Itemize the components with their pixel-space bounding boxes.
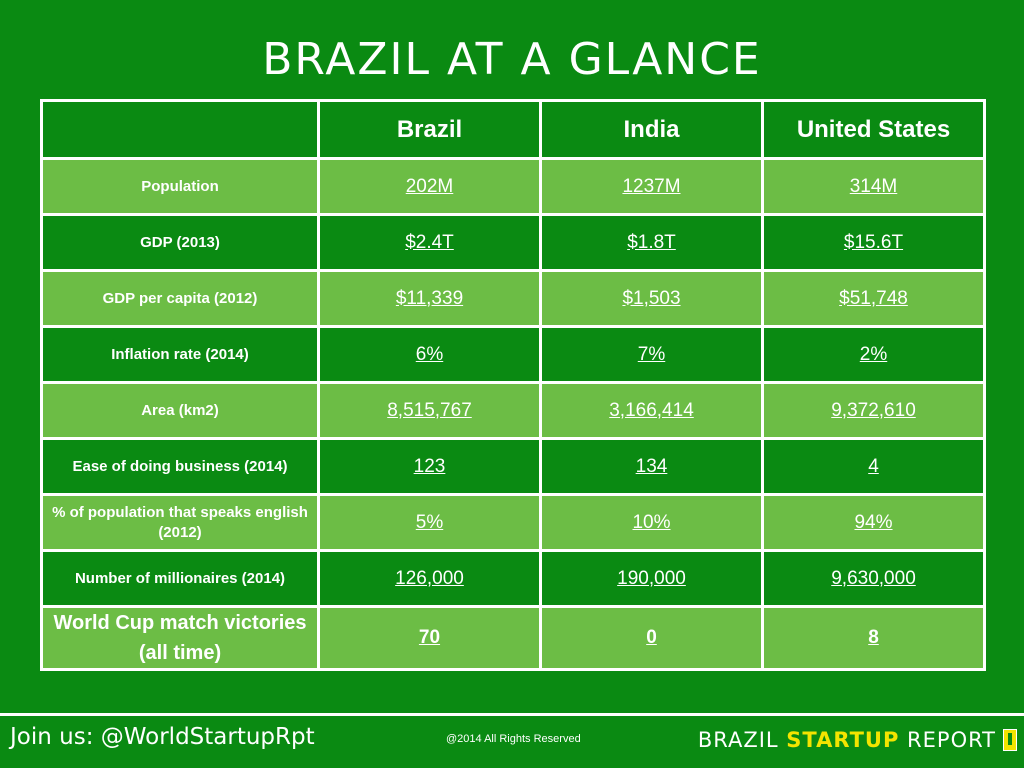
row-label: Area (km2) [40,381,320,440]
row-label: Number of millionaires (2014) [40,549,320,608]
value-link[interactable]: 9,630,000 [761,549,986,608]
value-link[interactable]: 202M [317,157,542,216]
value-link[interactable]: $51,748 [761,269,986,328]
brand-word-brazil: BRAZIL [697,728,787,752]
table-row: GDP per capita (2012) $11,339 $1,503 $51… [40,269,986,328]
value-link[interactable]: $1,503 [539,269,764,328]
brand-word-report: REPORT [899,728,996,752]
header-cell-india: India [539,99,764,160]
page-title: BRAZIL AT A GLANCE [262,34,762,85]
footer-divider [0,713,1024,716]
value-link[interactable]: $2.4T [317,213,542,272]
table-row: % of population that speaks english (201… [40,493,986,552]
value-link[interactable]: 3,166,414 [539,381,764,440]
brand-logo-icon [1003,729,1017,751]
value-link[interactable]: 94% [761,493,986,552]
table-row: Area (km2) 8,515,767 3,166,414 9,372,610 [40,381,986,440]
value-link[interactable]: 5% [317,493,542,552]
value-link[interactable]: 314M [761,157,986,216]
value-link[interactable]: 8 [761,605,986,671]
value-link[interactable]: 1237M [539,157,764,216]
table-row: World Cup match victories (all time) 70 … [40,605,986,671]
table-header-row: Brazil India United States [40,99,986,160]
value-link[interactable]: 134 [539,437,764,496]
table-row: Number of millionaires (2014) 126,000 19… [40,549,986,608]
row-label: World Cup match victories (all time) [40,605,320,671]
brand-word-startup: STARTUP [786,728,900,752]
header-cell-brazil: Brazil [317,99,542,160]
value-link[interactable]: 9,372,610 [761,381,986,440]
row-label: Ease of doing business (2014) [40,437,320,496]
value-link[interactable]: 126,000 [317,549,542,608]
table-row: Ease of doing business (2014) 123 134 4 [40,437,986,496]
row-label: Inflation rate (2014) [40,325,320,384]
value-link[interactable]: 4 [761,437,986,496]
header-cell-blank [40,99,320,160]
header-cell-united-states: United States [761,99,986,160]
table-row: GDP (2013) $2.4T $1.8T $15.6T [40,213,986,272]
value-link[interactable]: 8,515,767 [317,381,542,440]
row-label: GDP per capita (2012) [40,269,320,328]
value-link[interactable]: 10% [539,493,764,552]
value-link[interactable]: 2% [761,325,986,384]
value-link[interactable]: 190,000 [539,549,764,608]
value-link[interactable]: 7% [539,325,764,384]
comparison-table: Brazil India United States Population 20… [40,99,986,671]
value-link[interactable]: $1.8T [539,213,764,272]
value-link[interactable]: $11,339 [317,269,542,328]
table-row: Inflation rate (2014) 6% 7% 2% [40,325,986,384]
join-us-handle[interactable]: Join us: @WorldStartupRpt [10,724,315,750]
brand-wordmark: BRAZIL STARTUP REPORT [698,728,996,752]
row-label: % of population that speaks english (201… [40,493,320,552]
value-link[interactable]: 70 [317,605,542,671]
row-label: Population [40,157,320,216]
value-link[interactable]: 0 [539,605,764,671]
table-row: Population 202M 1237M 314M [40,157,986,216]
value-link[interactable]: 6% [317,325,542,384]
copyright-notice: @2014 All Rights Reserved [446,733,581,745]
value-link[interactable]: 123 [317,437,542,496]
row-label: GDP (2013) [40,213,320,272]
value-link[interactable]: $15.6T [761,213,986,272]
